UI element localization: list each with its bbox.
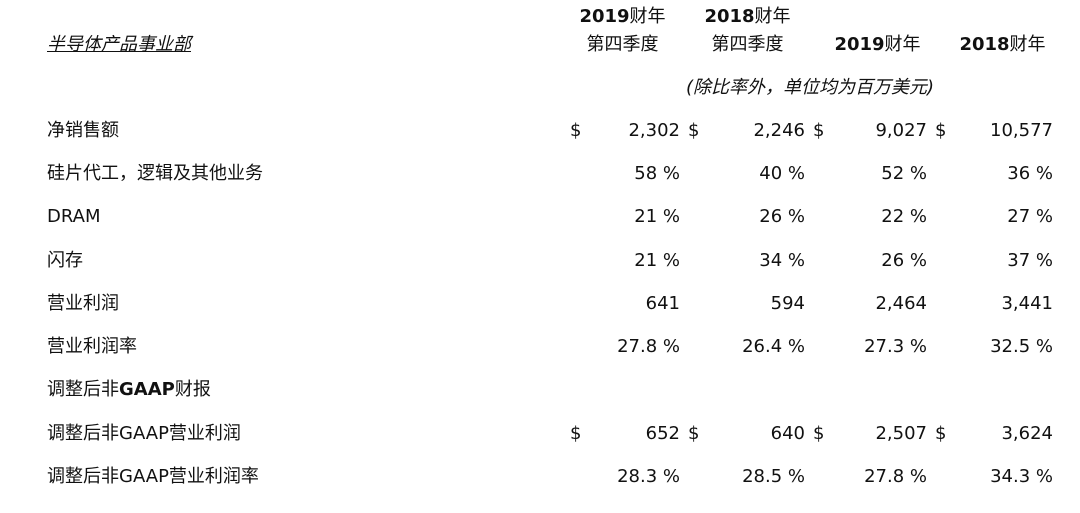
table-cell: 34.3 % — [990, 466, 1053, 487]
table-cell: 27.3 % — [864, 336, 927, 357]
table-cell: 58 % — [634, 163, 680, 184]
label-part: 财报 — [174, 379, 211, 400]
table-cell: 652 — [645, 423, 680, 444]
row-label: 调整后非GAAP营业利润率 — [47, 466, 259, 487]
table-cell: 52 % — [881, 163, 927, 184]
section-title: 半导体产品事业部 — [47, 34, 191, 55]
table-cell: 28.3 % — [617, 466, 680, 487]
table-cell: 26 % — [759, 206, 805, 227]
row-label: 闪存 — [47, 250, 83, 271]
row-label: 营业利润 — [47, 293, 119, 314]
table-cell: 21 % — [634, 206, 680, 227]
table-cell: 27.8 % — [617, 336, 680, 357]
table-cell: 32.5 % — [990, 336, 1053, 357]
row-label: 硅片代工，逻辑及其他业务 — [47, 163, 263, 184]
table-cell: 2,464 — [875, 293, 927, 314]
currency-symbol: $ — [935, 423, 947, 444]
table-cell: 36 % — [1007, 163, 1053, 184]
header-col2-year: 2018财年 — [704, 6, 791, 27]
table-cell: 27 % — [1007, 206, 1053, 227]
header-col4-year: 2018财年 — [959, 34, 1046, 55]
table-cell: 37 % — [1007, 250, 1053, 271]
currency-symbol: $ — [935, 120, 947, 141]
label-bold: GAAP — [119, 379, 175, 400]
currency-symbol: $ — [813, 120, 825, 141]
table-cell: 22 % — [881, 206, 927, 227]
table-cell: 26.4 % — [742, 336, 805, 357]
table-cell: 640 — [770, 423, 805, 444]
table-cell: 34 % — [759, 250, 805, 271]
row-label: 调整后非GAAP财报 — [47, 378, 211, 402]
header-col1-period: 第四季度 — [586, 34, 659, 55]
table-cell: 2,246 — [753, 120, 805, 141]
currency-symbol: $ — [570, 423, 582, 444]
label-part: 调整后非 — [47, 379, 119, 400]
row-label: 营业利润率 — [47, 336, 137, 357]
table-cell: 594 — [770, 293, 805, 314]
table-cell: 28.5 % — [742, 466, 805, 487]
row-label: DRAM — [47, 206, 101, 227]
currency-symbol: $ — [688, 120, 700, 141]
table-cell: 641 — [645, 293, 680, 314]
table-cell: 9,027 — [875, 120, 927, 141]
table-cell: 26 % — [881, 250, 927, 271]
row-label: 调整后非GAAP营业利润 — [47, 423, 241, 444]
table-cell: 10,577 — [990, 120, 1053, 141]
units-note: (除比率外，单位均为百万美元) — [685, 77, 935, 98]
header-col2-period: 第四季度 — [711, 34, 784, 55]
header-col1-year: 2019财年 — [579, 6, 666, 27]
currency-symbol: $ — [813, 423, 825, 444]
table-cell: 3,624 — [1001, 423, 1053, 444]
currency-symbol: $ — [688, 423, 700, 444]
row-label: 净销售额 — [47, 120, 119, 141]
table-cell: 27.8 % — [864, 466, 927, 487]
currency-symbol: $ — [570, 120, 582, 141]
table-cell: 2,507 — [875, 423, 927, 444]
header-col3-year: 2019财年 — [834, 34, 921, 55]
table-cell: 2,302 — [628, 120, 680, 141]
table-cell: 21 % — [634, 250, 680, 271]
table-cell: 40 % — [759, 163, 805, 184]
table-cell: 3,441 — [1001, 293, 1053, 314]
